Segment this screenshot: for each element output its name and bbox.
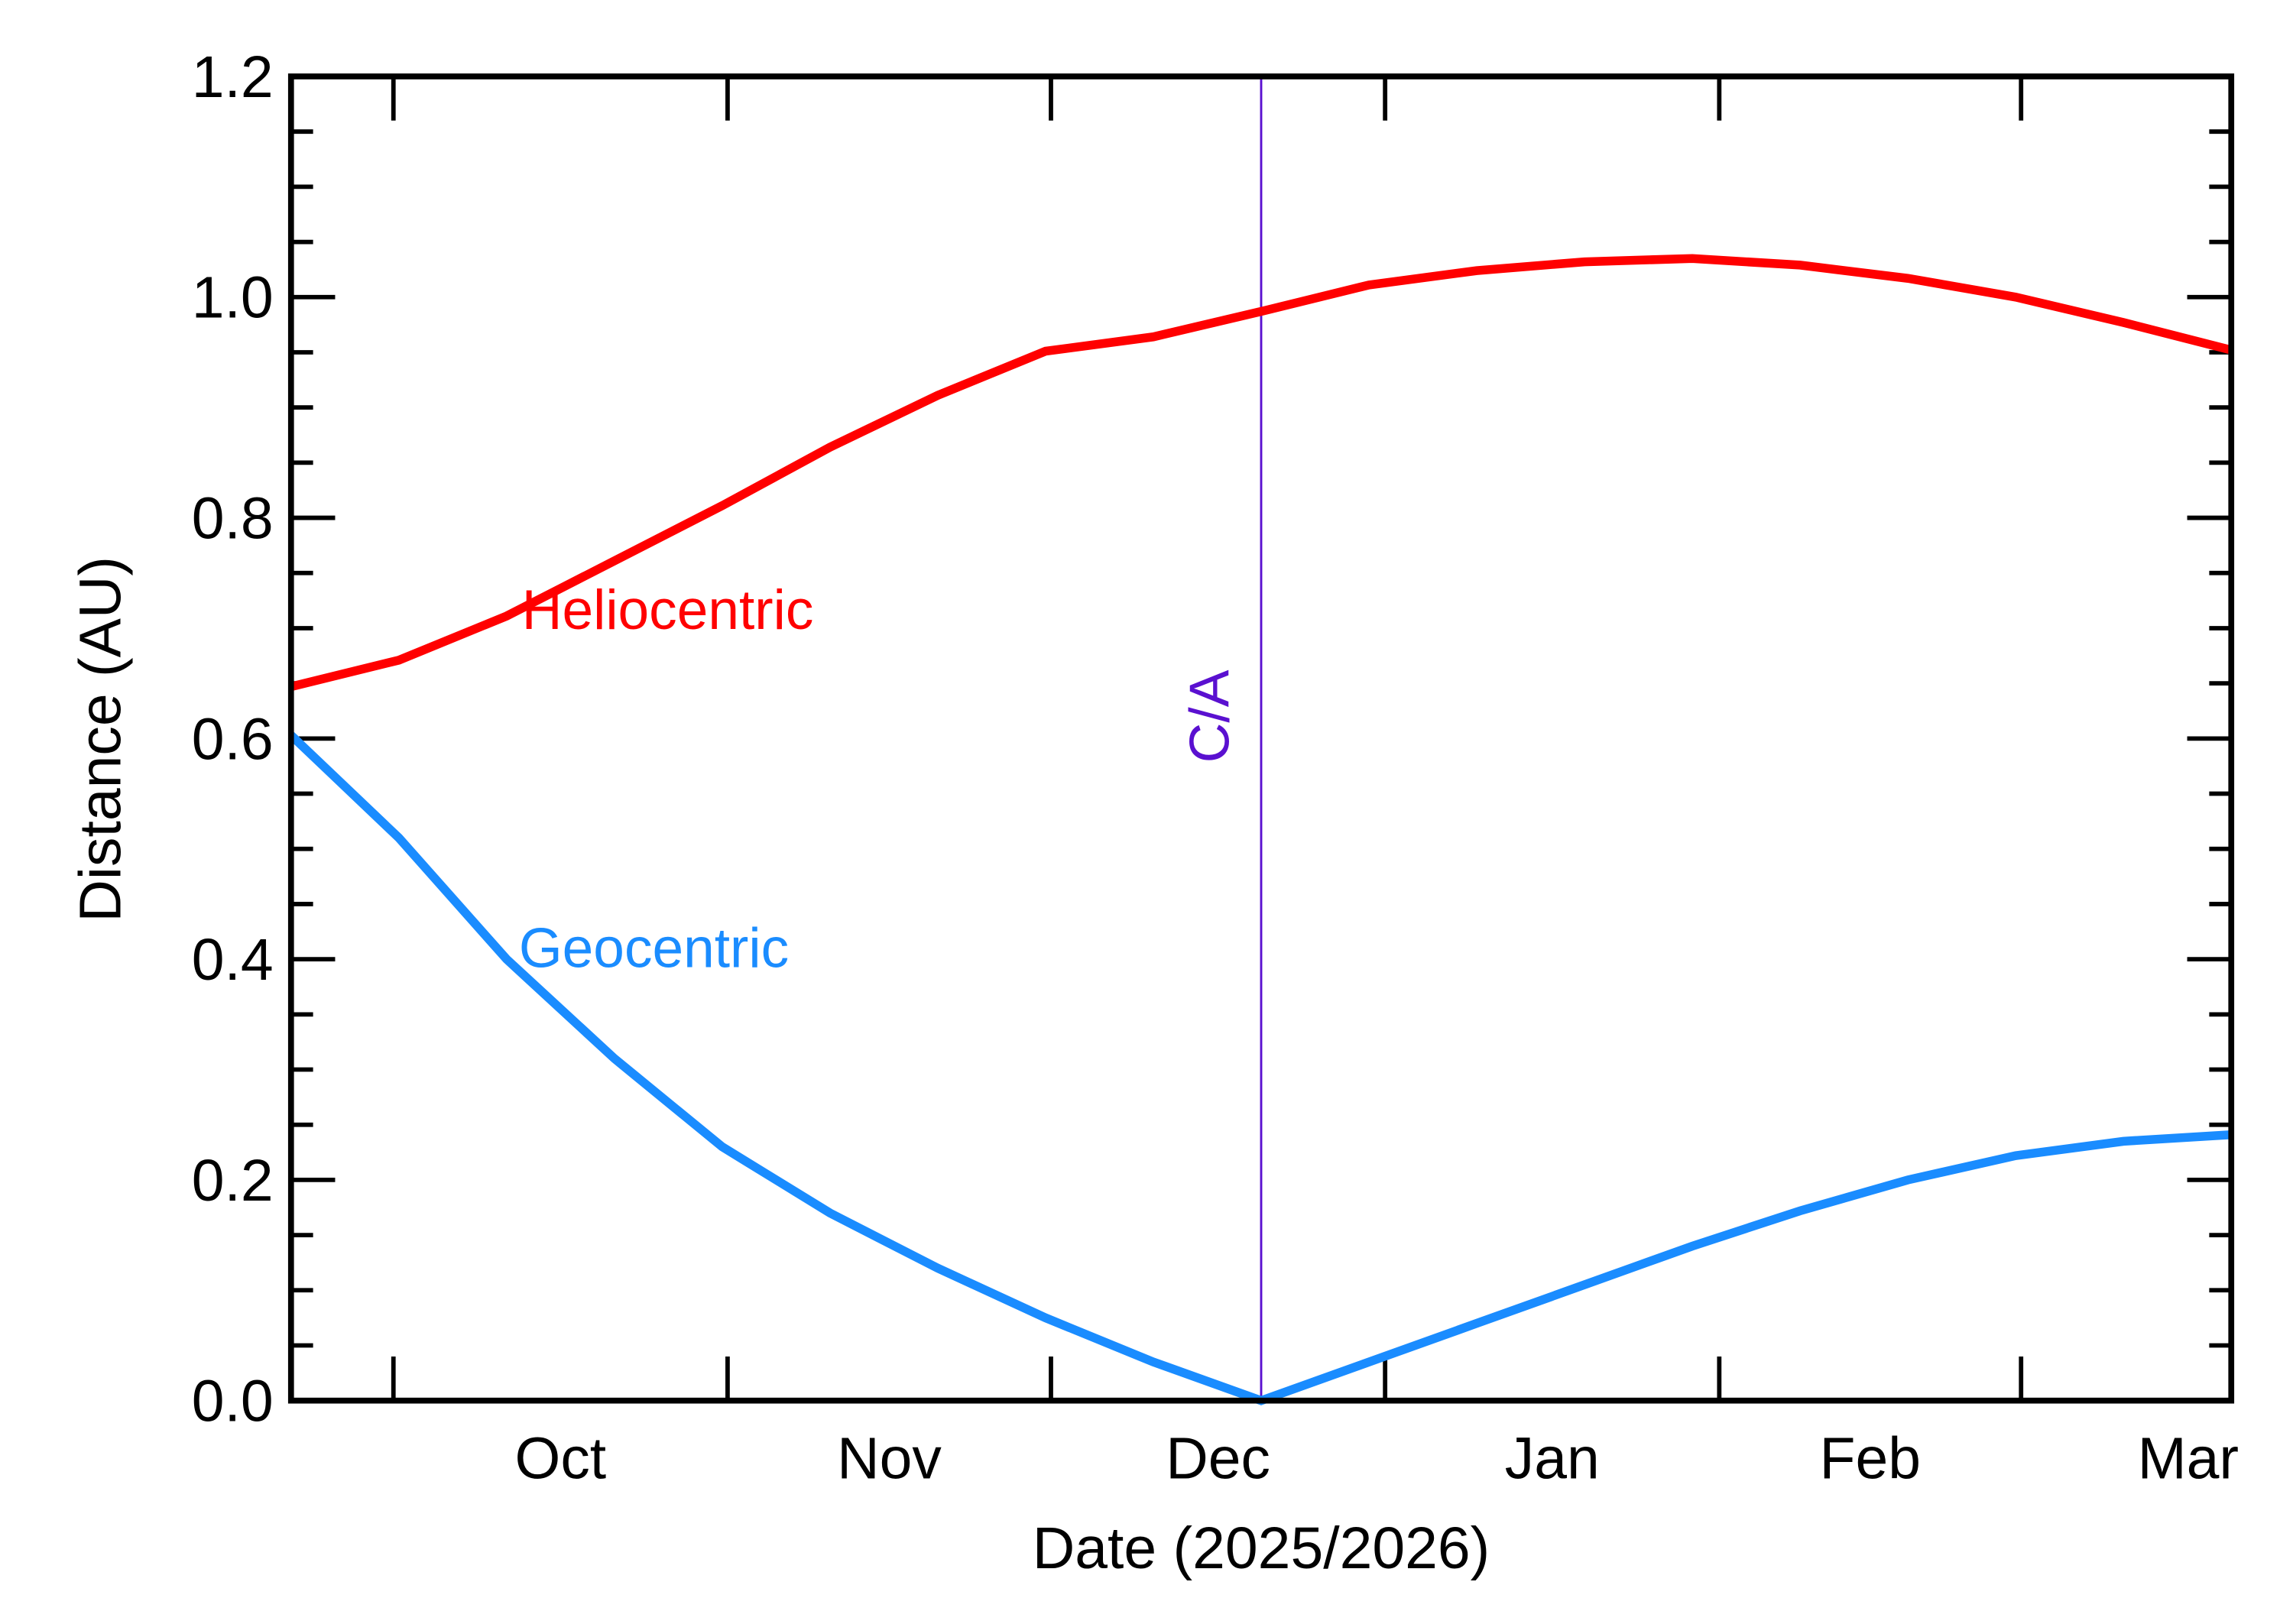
y-tick-label: 0.6 (192, 706, 274, 772)
series-label: Geocentric (519, 917, 789, 979)
x-tick-label: Jan (1505, 1426, 1600, 1492)
y-tick-label: 0.2 (192, 1148, 274, 1214)
closest-approach-label: C/A (1179, 669, 1241, 763)
plot-frame (287, 73, 2235, 1404)
x-tick-label: Feb (1820, 1426, 1922, 1492)
y-axis-title: Distance (AU) (68, 556, 134, 922)
y-tick-label: 1.2 (192, 44, 274, 110)
series-label: Heliocentric (522, 579, 814, 641)
y-tick-label: 0.0 (192, 1369, 274, 1434)
x-axis-title: Date (2025/2026) (1033, 1515, 1490, 1581)
x-tick-label: Dec (1166, 1426, 1270, 1492)
x-tick-label: Oct (515, 1426, 607, 1492)
x-tick-label: Nov (837, 1426, 942, 1492)
series-line (290, 254, 2233, 692)
y-tick-label: 0.8 (192, 485, 274, 551)
y-tick-label: 0.4 (192, 927, 274, 993)
x-tick-label: Mar (2138, 1426, 2239, 1492)
y-tick-label: 1.0 (192, 265, 274, 331)
